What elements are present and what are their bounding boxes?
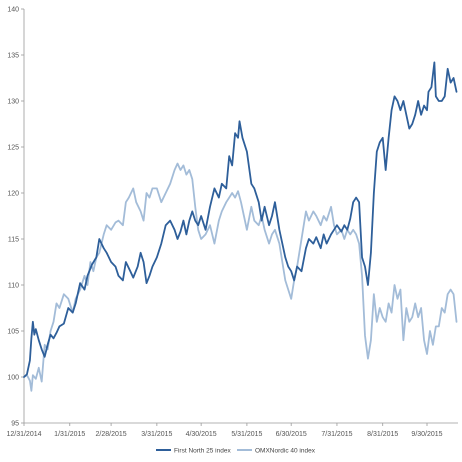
- legend-label-first-north: First North 25 index: [174, 448, 231, 455]
- y-tick-label: 105: [7, 329, 19, 336]
- y-axis: 95 100 105 110 115 120 125 130 135 140: [7, 7, 25, 428]
- x-tick-label: 1/31/2015: [54, 431, 85, 438]
- x-tick-label: 7/31/2015: [321, 431, 352, 438]
- x-axis: 12/31/2014 1/31/2015 2/28/2015 3/31/2015 4/3…: [6, 422, 458, 438]
- x-tick-label: 3/31/2015: [141, 431, 172, 438]
- y-tick-label: 135: [7, 53, 19, 60]
- x-tick-label: 2/28/2015: [96, 431, 127, 438]
- x-tick-label: 4/30/2015: [186, 431, 217, 438]
- legend-label-omxnordic: OMXNordic 40 index: [255, 448, 316, 455]
- y-tick-label: 125: [7, 145, 19, 152]
- series-line-omxnordic: [23, 162, 458, 392]
- y-tick-label: 95: [11, 421, 19, 428]
- y-tick-label: 130: [7, 99, 19, 106]
- x-tick-label: 8/31/2015: [367, 431, 398, 438]
- series-line-first-north: [23, 61, 458, 378]
- y-tick-label: 110: [8, 283, 19, 290]
- legend-entry-first-north: First North 25 index: [156, 448, 231, 455]
- y-tick-label: 140: [7, 7, 19, 14]
- x-tick-label: 5/31/2015: [231, 431, 262, 438]
- y-tick-label: 100: [7, 375, 19, 382]
- y-tick-label: 115: [8, 237, 19, 244]
- x-tick-label: 12/31/2014: [6, 431, 41, 438]
- x-tick-label: 9/30/2015: [411, 431, 442, 438]
- x-tick-label: 6/30/2015: [276, 431, 307, 438]
- legend: First North 25 index OMXNordic 40 index: [156, 448, 316, 455]
- y-tick-label: 120: [7, 191, 19, 198]
- legend-entry-omxnordic: OMXNordic 40 index: [237, 448, 316, 455]
- series-layer: [23, 61, 458, 392]
